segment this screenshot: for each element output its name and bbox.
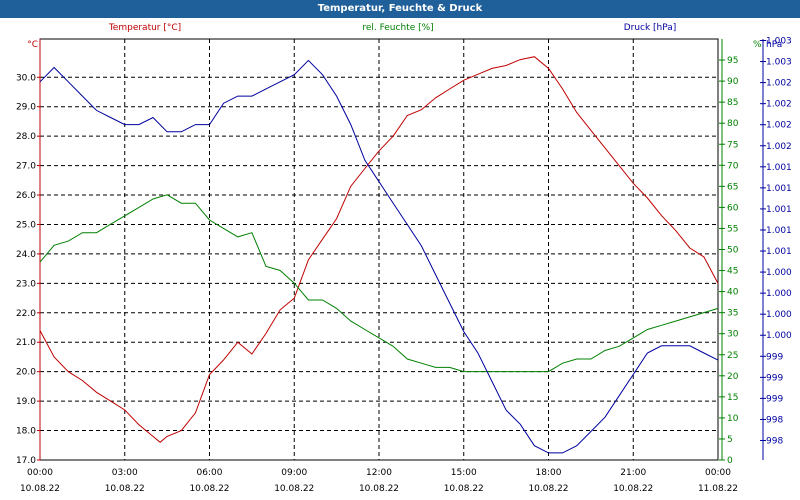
hum-tick-label: 10 xyxy=(727,414,739,424)
x-tick-label-date: 10.08.22 xyxy=(105,484,145,494)
hum-tick-label: 65 xyxy=(727,182,738,192)
press-tick-label: 998 xyxy=(766,437,783,447)
press-tick-label: 1.001 xyxy=(766,163,792,173)
x-tick-label-time: 09:00 xyxy=(281,468,307,478)
x-tick-label-time: 18:00 xyxy=(536,468,562,478)
press-tick-label: 1.002 xyxy=(766,100,792,110)
temp-tick-label: 27.0 xyxy=(16,162,36,172)
hum-tick-label: 60 xyxy=(727,203,739,213)
hum-tick-label: 95 xyxy=(727,56,738,66)
x-tick-label-date: 11.08.22 xyxy=(698,484,738,494)
hum-axis-unit: % xyxy=(753,40,762,50)
x-tick-label-time: 21:00 xyxy=(620,468,646,478)
temp-tick-label: 28.0 xyxy=(16,132,36,142)
x-tick-label-time: 00:00 xyxy=(705,468,731,478)
temp-axis-unit: °C xyxy=(27,40,38,50)
temp-tick-label: 21.0 xyxy=(16,338,36,348)
press-tick-label: 1.003 xyxy=(766,37,792,47)
press-tick-label: 1.001 xyxy=(766,226,792,236)
press-tick-label: 998 xyxy=(766,415,783,425)
hum-tick-label: 0 xyxy=(727,456,733,466)
hum-tick-label: 50 xyxy=(727,246,739,256)
hum-tick-label: 20 xyxy=(727,372,739,382)
hum-tick-label: 70 xyxy=(727,161,739,171)
press-tick-label: 1.003 xyxy=(766,58,792,68)
temp-tick-label: 22.0 xyxy=(16,309,36,319)
temp-axis-title: Temperatur [°C] xyxy=(108,23,181,33)
press-tick-label: 999 xyxy=(766,373,783,383)
series-line-hum xyxy=(39,194,719,373)
temp-tick-label: 25.0 xyxy=(16,220,36,230)
series-line-temp xyxy=(39,56,719,443)
chart: 00:00 10.08.22 03:00 10.08.22 06:00 10.08.22 0… xyxy=(16,23,792,494)
hum-tick-label: 55 xyxy=(727,224,738,234)
x-tick-label-date: 10.08.22 xyxy=(528,484,568,494)
press-axis-title: Druck [hPa] xyxy=(624,23,677,33)
hum-tick-label: 5 xyxy=(727,435,733,445)
x-tick-label-date: 10.08.22 xyxy=(189,484,229,494)
hum-tick-label: 30 xyxy=(727,330,739,340)
hum-tick-label: 45 xyxy=(727,267,738,277)
x-tick-label-date: 10.08.22 xyxy=(444,484,484,494)
press-tick-label: 1.001 xyxy=(766,205,792,215)
x-tick-label-date: 10.08.22 xyxy=(613,484,653,494)
series-line-press xyxy=(39,59,719,454)
press-tick-label: 1.000 xyxy=(766,310,792,320)
hum-tick-label: 75 xyxy=(727,140,738,150)
hum-tick-label: 80 xyxy=(727,119,739,129)
temp-tick-label: 18.0 xyxy=(16,427,36,437)
hum-tick-label: 35 xyxy=(727,309,738,319)
window-title: Temperatur, Feuchte & Druck xyxy=(0,0,800,18)
x-tick-label-time: 06:00 xyxy=(197,468,223,478)
temp-tick-label: 26.0 xyxy=(16,191,36,201)
x-tick-label-time: 03:00 xyxy=(112,468,138,478)
temp-tick-label: 19.0 xyxy=(16,397,36,407)
x-tick-label-date: 10.08.22 xyxy=(20,484,60,494)
x-tick-label-time: 00:00 xyxy=(27,468,53,478)
press-tick-label: 1.001 xyxy=(766,184,792,194)
x-tick-label-date: 10.08.22 xyxy=(274,484,314,494)
hum-tick-label: 25 xyxy=(727,351,738,361)
press-axis-unit: hPa xyxy=(766,40,782,50)
x-tick-label-time: 12:00 xyxy=(366,468,392,478)
x-tick-label-date: 10.08.22 xyxy=(359,484,399,494)
temp-tick-label: 20.0 xyxy=(16,368,36,378)
press-tick-label: 999 xyxy=(766,352,783,362)
temp-tick-label: 29.0 xyxy=(16,103,36,113)
press-tick-label: 1.002 xyxy=(766,79,792,89)
press-tick-label: 1.000 xyxy=(766,289,792,299)
temp-tick-label: 24.0 xyxy=(16,250,36,260)
hum-tick-label: 40 xyxy=(727,288,739,298)
press-tick-label: 1.000 xyxy=(766,268,792,278)
press-tick-label: 1.000 xyxy=(766,331,792,341)
x-tick-label-time: 15:00 xyxy=(451,468,477,478)
press-tick-label: 1.002 xyxy=(766,121,792,131)
temp-tick-label: 23.0 xyxy=(16,279,36,289)
hum-tick-label: 90 xyxy=(727,77,739,87)
press-tick-label: 999 xyxy=(766,394,783,404)
hum-axis-title: rel. Feuchte [%] xyxy=(362,23,433,33)
hum-tick-label: 85 xyxy=(727,98,738,108)
temp-tick-label: 30.0 xyxy=(16,73,36,83)
press-tick-label: 1.001 xyxy=(766,247,792,257)
press-tick-label: 1.002 xyxy=(766,142,792,152)
temp-tick-label: 17.0 xyxy=(16,456,36,466)
hum-tick-label: 15 xyxy=(727,393,738,403)
